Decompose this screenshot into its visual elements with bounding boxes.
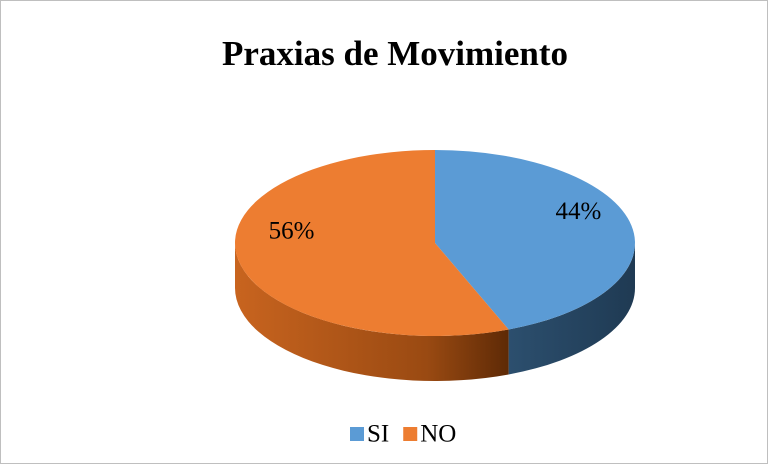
chart-title: Praxias de Movimiento bbox=[222, 34, 568, 73]
data-label: 56% bbox=[269, 217, 315, 244]
pie-side bbox=[508, 243, 635, 375]
pie-slice bbox=[435, 150, 635, 330]
legend-swatch bbox=[403, 427, 418, 441]
legend-label: NO bbox=[420, 421, 456, 448]
legend-label: SI bbox=[367, 421, 389, 448]
pie-slice bbox=[234, 150, 509, 336]
data-label: 44% bbox=[555, 198, 601, 225]
pie-side bbox=[235, 243, 509, 382]
legend-swatch bbox=[350, 427, 364, 441]
